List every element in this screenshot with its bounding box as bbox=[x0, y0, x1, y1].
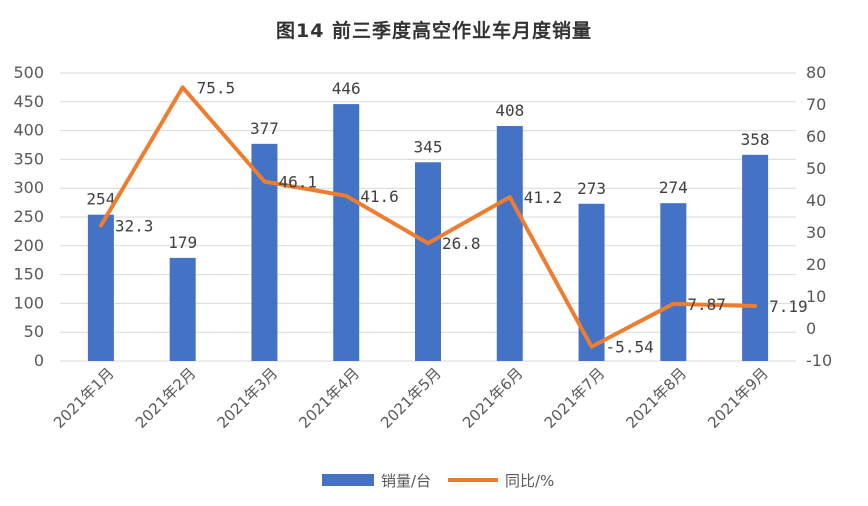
bar bbox=[87, 214, 114, 361]
legend-bar-swatch bbox=[322, 474, 374, 486]
bar-data-label: 273 bbox=[577, 179, 606, 198]
y-right-tick-label: 10 bbox=[806, 287, 826, 306]
y-left-tick-label: 500 bbox=[13, 63, 44, 82]
line-point bbox=[590, 345, 594, 349]
y-left-tick-label: 0 bbox=[34, 351, 44, 370]
bar-data-label: 408 bbox=[495, 101, 524, 120]
y-left-tick-label: 250 bbox=[13, 207, 44, 226]
y-left-tick-label: 400 bbox=[13, 121, 44, 140]
line-data-label: -5.54 bbox=[606, 338, 654, 357]
line-data-label: 7.19 bbox=[769, 297, 808, 316]
y-right-tick-label: 70 bbox=[806, 95, 826, 114]
x-tick-label: 2021年6月 bbox=[459, 364, 527, 432]
line-data-label: 41.6 bbox=[360, 187, 399, 206]
bar-data-label: 179 bbox=[168, 233, 197, 252]
y-left-tick-label: 300 bbox=[13, 178, 44, 197]
bar-data-label: 345 bbox=[414, 137, 443, 156]
bar bbox=[660, 203, 687, 361]
bar bbox=[578, 203, 605, 361]
y-right-tick-label: -10 bbox=[806, 351, 832, 370]
line-point bbox=[344, 194, 348, 198]
y-right-tick-label: 80 bbox=[806, 63, 826, 82]
bar-data-label: 358 bbox=[741, 130, 770, 149]
x-tick-label: 2021年7月 bbox=[541, 364, 609, 432]
bar bbox=[251, 143, 278, 361]
y-right-tick-label: 30 bbox=[806, 223, 826, 242]
y-left-tick-label: 50 bbox=[24, 322, 44, 341]
line-point bbox=[426, 241, 430, 245]
y-left-tick-label: 200 bbox=[13, 236, 44, 255]
y-right-tick-label: 20 bbox=[806, 255, 826, 274]
line-data-label: 41.2 bbox=[524, 188, 563, 207]
line-data-label: 75.5 bbox=[197, 78, 236, 97]
bar bbox=[496, 125, 523, 361]
line-point bbox=[753, 304, 757, 308]
bar bbox=[333, 104, 360, 361]
y-right-tick-label: 40 bbox=[806, 191, 826, 210]
y-left-tick-label: 150 bbox=[13, 265, 44, 284]
y-right-tick-label: 50 bbox=[806, 159, 826, 178]
line-data-label: 32.3 bbox=[115, 217, 154, 236]
bar bbox=[742, 154, 769, 361]
line-point bbox=[671, 302, 675, 306]
y-left-tick-label: 450 bbox=[13, 92, 44, 111]
line-data-label: 26.8 bbox=[442, 234, 481, 253]
line-data-label: 7.87 bbox=[687, 295, 726, 314]
bar-data-label: 446 bbox=[332, 79, 361, 98]
y-left-tick-label: 350 bbox=[13, 149, 44, 168]
y-right-tick-label: 60 bbox=[806, 127, 826, 146]
x-tick-label: 2021年2月 bbox=[132, 364, 200, 432]
x-tick-label: 2021年4月 bbox=[295, 364, 363, 432]
legend-line-label: 同比/% bbox=[505, 472, 554, 490]
x-tick-label: 2021年1月 bbox=[50, 364, 118, 432]
y-right-tick-label: 0 bbox=[806, 319, 816, 338]
y-left-tick-label: 100 bbox=[13, 293, 44, 312]
chart-title: 图14 前三季度高空作业车月度销量 bbox=[275, 20, 593, 42]
bar-data-label: 274 bbox=[659, 178, 688, 197]
line-point bbox=[99, 224, 103, 228]
line-data-label: 46.1 bbox=[278, 172, 317, 191]
x-tick-label: 2021年8月 bbox=[622, 364, 690, 432]
x-tick-label: 2021年9月 bbox=[704, 364, 772, 432]
bar bbox=[415, 162, 441, 361]
legend-bar-label: 销量/台 bbox=[381, 472, 431, 490]
line-point bbox=[262, 179, 266, 183]
bar-data-label: 377 bbox=[250, 119, 279, 138]
line-point bbox=[181, 85, 185, 89]
bar-data-label: 254 bbox=[86, 190, 115, 209]
line-point bbox=[508, 195, 512, 199]
bar bbox=[169, 257, 196, 361]
x-tick-label: 2021年3月 bbox=[214, 364, 282, 432]
x-tick-label: 2021年5月 bbox=[377, 364, 445, 432]
